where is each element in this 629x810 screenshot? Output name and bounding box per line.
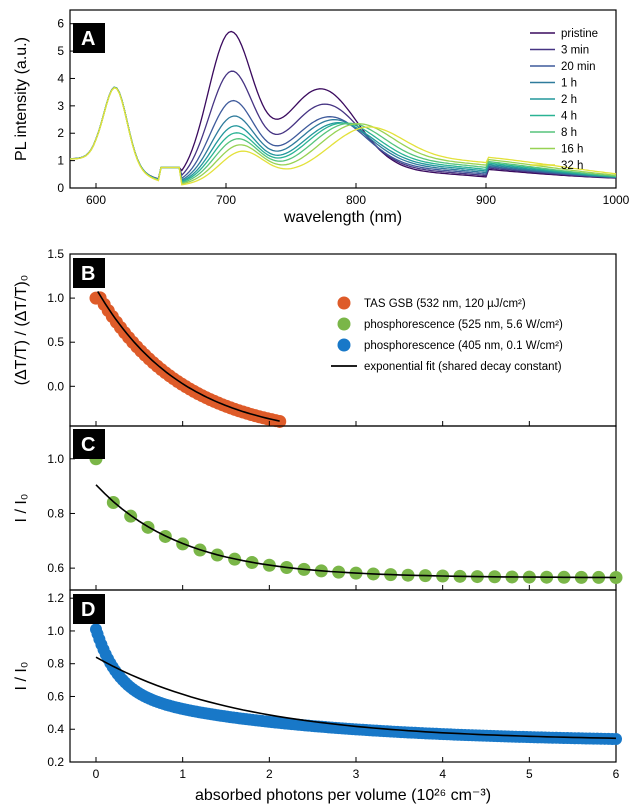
x-tick-label: 2 xyxy=(266,767,273,781)
x-tick-label: 5 xyxy=(526,767,533,781)
y-tick-label: 0.0 xyxy=(47,379,64,393)
series-line-32-h xyxy=(70,87,617,186)
panel-b-ylabel: (ΔT/T) / (ΔT/T)₀ xyxy=(13,275,30,386)
x-tick-label: 1 xyxy=(179,767,186,781)
y-tick-label: 5 xyxy=(57,44,64,58)
panel-b-legend: TAS GSB (532 nm, 120 µJ/cm²) phosphoresce… xyxy=(331,296,563,373)
x-tick-label: 600 xyxy=(86,193,106,207)
panel-a-legend: pristine 3 min 20 min 1 h 2 h 4 h 8 h 16 h 32 h xyxy=(530,28,598,172)
panel-b-ticks: 0.0 0.5 1.0 1.5 xyxy=(47,247,617,426)
panel-a-ticks: 600 700 800 900 1000 0 1 2 3 4 5 6 xyxy=(57,17,629,207)
legend-label: TAS GSB (532 nm, 120 µJ/cm²) xyxy=(364,298,526,310)
panel-d-ylabel: I / I₀ xyxy=(13,662,30,691)
x-tick-label: 6 xyxy=(613,767,620,781)
x-tick-label: 700 xyxy=(216,193,236,207)
y-tick-label: 0 xyxy=(57,181,64,195)
panel-a-label-bg xyxy=(73,23,105,53)
panel-a-frame xyxy=(69,9,617,189)
y-tick-label: 2 xyxy=(57,126,64,140)
panel-c-label-bg xyxy=(73,429,105,459)
x-tick-label: 1000 xyxy=(603,193,629,207)
panel-c-ticks: 0.6 0.8 1.0 xyxy=(47,452,617,590)
legend-label: 8 h xyxy=(561,127,577,139)
panel-c-frame xyxy=(69,425,617,591)
exponential-fit-line xyxy=(95,656,617,740)
legend-label: 3 min xyxy=(561,45,589,57)
y-tick-label: 0.6 xyxy=(47,561,64,575)
panel-a-label: A xyxy=(81,28,95,50)
panel-a-xlabel: wavelength (nm) xyxy=(283,209,402,226)
legend-label: 32 h xyxy=(561,160,583,172)
x-tick-label: 3 xyxy=(353,767,360,781)
panel-c: 0.6 0.8 1.0 C I / I₀ xyxy=(13,425,623,591)
panel-d-xlabel: absorbed photons per volume (10²⁶ cm⁻³) xyxy=(195,787,491,804)
legend-marker xyxy=(337,317,351,331)
y-tick-label: 0.2 xyxy=(47,755,64,769)
panel-a-ylabel: PL intensity (a.u.) xyxy=(13,37,30,161)
panel-d-ticks: 0.2 0.4 0.6 0.8 1.0 1.2 0 1 2 3 4 5 6 xyxy=(47,591,619,781)
y-tick-label: 3 xyxy=(57,99,64,113)
y-tick-label: 0.4 xyxy=(47,722,64,736)
legend-label: 16 h xyxy=(561,144,583,156)
panel-a: 600 700 800 900 1000 0 1 2 3 4 5 6 A pristine 3 min 2… xyxy=(13,9,629,226)
y-tick-label: 0.6 xyxy=(47,689,64,703)
panel-d-label: D xyxy=(81,599,95,621)
legend-label: 1 h xyxy=(561,78,577,90)
x-tick-label: 800 xyxy=(346,193,366,207)
y-tick-label: 1.2 xyxy=(47,591,64,605)
legend-marker xyxy=(337,338,351,352)
panel-b: 0.0 0.5 1.0 1.5 B (ΔT/T) / (ΔT/T)₀ TAS GSB … xyxy=(13,247,617,428)
legend-label: 2 h xyxy=(561,94,577,106)
x-tick-label: 0 xyxy=(93,767,100,781)
panel-d-label-bg xyxy=(73,594,105,624)
data-point xyxy=(273,414,287,428)
series-line-1-h xyxy=(69,86,617,181)
exponential-fit-line xyxy=(97,290,280,422)
panel-a-series-lines xyxy=(69,30,617,186)
panel-c-ylabel: I / I₀ xyxy=(13,494,30,523)
y-tick-label: 1.0 xyxy=(47,624,64,638)
exponential-fit-line xyxy=(95,484,617,579)
y-tick-label: 0.5 xyxy=(47,335,64,349)
y-tick-label: 1 xyxy=(57,154,64,168)
y-tick-label: 6 xyxy=(57,17,64,31)
legend-label: 20 min xyxy=(561,61,596,73)
legend-label: pristine xyxy=(561,28,598,40)
series-line-pristine xyxy=(70,30,617,180)
panel-b-label-bg xyxy=(73,258,105,288)
legend-label: 4 h xyxy=(561,111,577,123)
data-point xyxy=(610,733,622,746)
panel-d-frame xyxy=(69,589,617,763)
legend-label: exponential fit (shared decay constant) xyxy=(364,361,562,373)
y-tick-label: 4 xyxy=(57,71,64,85)
legend-label: phosphorescence (405 nm, 0.1 W/cm²) xyxy=(364,340,563,352)
x-tick-label: 4 xyxy=(439,767,446,781)
y-tick-label: 1.5 xyxy=(47,247,64,261)
panel-b-label: B xyxy=(81,263,95,285)
panel-d: 0.2 0.4 0.6 0.8 1.0 1.2 0 1 2 3 4 5 6 D I / I₀ absor… xyxy=(13,589,622,804)
panel-d-plot xyxy=(90,623,622,746)
legend-label: phosphorescence (525 nm, 5.6 W/cm²) xyxy=(364,319,563,331)
y-tick-label: 0.8 xyxy=(47,506,64,520)
panel-c-plot xyxy=(89,452,623,584)
y-tick-label: 1.0 xyxy=(47,452,64,466)
x-tick-label: 900 xyxy=(476,193,496,207)
panel-c-label: C xyxy=(81,434,95,456)
panel-b-plot xyxy=(89,290,287,428)
y-tick-label: 0.8 xyxy=(47,657,64,671)
y-tick-label: 1.0 xyxy=(47,291,64,305)
legend-marker xyxy=(337,296,351,310)
